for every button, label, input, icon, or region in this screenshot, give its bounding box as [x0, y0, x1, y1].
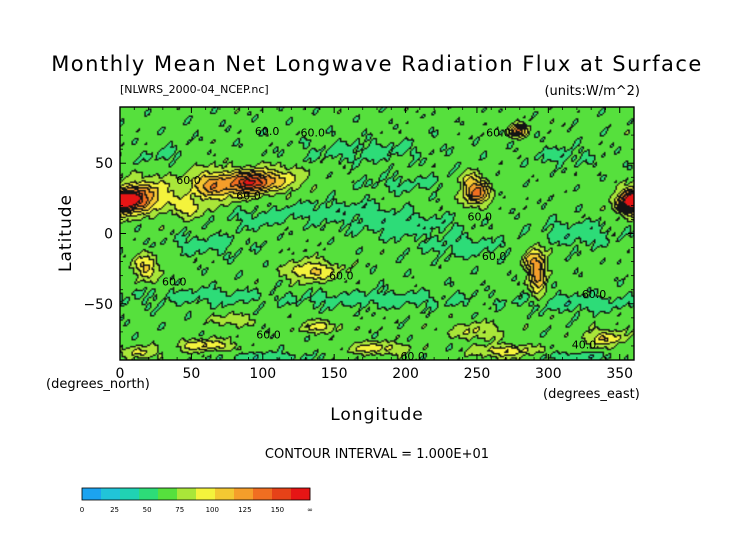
colorbar-segment	[158, 488, 178, 500]
colorbar-tick-label: 50	[143, 506, 152, 514]
units-label: (units:W/m^2)	[544, 84, 640, 99]
plot-area: 60.0 60.0 60.0 60.0 60.0 60.0 60.0 60.0 60.0 60.0…	[119, 106, 635, 363]
y-axis-label: Latitude	[56, 194, 76, 272]
contour-label: 60.0	[486, 126, 511, 139]
colorbar-tick-label: 0	[80, 506, 84, 514]
file-label: [NLWRS_2000-04_NCEP.nc]	[120, 83, 269, 96]
x-tick-label: 0	[116, 366, 125, 382]
y-unit-label: (degrees_north)	[46, 377, 150, 392]
x-tick-label: 200	[392, 366, 419, 382]
colorbar-segment	[253, 488, 273, 500]
contour-label: 60.0	[162, 275, 187, 288]
contour-label: 60.0	[582, 288, 607, 301]
colorbar-tick-label: 125	[238, 506, 251, 514]
x-tick-label: 250	[464, 366, 491, 382]
x-tick-label: 150	[321, 366, 348, 382]
y-tick-label: −50	[83, 297, 113, 313]
colorbar-segment	[101, 488, 121, 500]
x-tick-label: 350	[606, 366, 633, 382]
x-axis-label: Longitude	[330, 405, 424, 425]
colorbar-tick-label: 150	[271, 506, 284, 514]
colorbar-segment	[291, 488, 311, 500]
colorbar-segment	[177, 488, 197, 500]
x-unit-label: (degrees_east)	[543, 387, 640, 402]
colorbar-segment	[234, 488, 254, 500]
y-tick-label: 0	[104, 227, 113, 243]
colorbar-segment	[215, 488, 235, 500]
contour-label: 60.0	[176, 174, 201, 187]
contour-label: 60.0	[255, 125, 280, 138]
contour-label: 60.0	[400, 350, 425, 363]
y-axis-ticks: 50 0 −50	[83, 120, 634, 347]
chart-title: Monthly Mean Net Longwave Radiation Flux…	[51, 52, 703, 76]
colorbar-segment	[196, 488, 216, 500]
contour-label: 40.0	[572, 339, 597, 352]
contour-label: 60.0	[482, 250, 507, 263]
y-tick-label: 50	[95, 156, 113, 172]
contour-label: 60.0	[301, 126, 326, 139]
colorbar-tick-label: ∞	[307, 506, 313, 514]
colorbar-tick-label: 100	[206, 506, 219, 514]
colorbar-segment	[82, 488, 102, 500]
colorbar-tick-label: 75	[175, 506, 184, 514]
x-tick-label: 300	[535, 366, 562, 382]
contour-label: 60.0	[236, 190, 261, 203]
colorbar-segment	[139, 488, 159, 500]
x-tick-label: 50	[182, 366, 200, 382]
colorbar-frame	[81, 487, 311, 501]
x-tick-label: 100	[249, 366, 276, 382]
colorbar	[81, 487, 311, 501]
contour-label: 60.0	[329, 270, 354, 283]
colorbar-tick-label: 25	[110, 506, 119, 514]
contour-label: 60.0	[256, 329, 281, 342]
colorbar-segment	[120, 488, 140, 500]
colorbar-segment	[272, 488, 292, 500]
contour-labels: 60.0 60.0 60.0 60.0 60.0 60.0 60.0 60.0 60.0 60.0…	[162, 125, 606, 363]
colorbar-tick-labels: 0 25 50 75 100 125 150 ∞	[80, 506, 313, 514]
contour-label: 60.0	[468, 211, 493, 224]
contour-interval-label: CONTOUR INTERVAL = 1.000E+01	[265, 447, 489, 462]
flux-field-raster	[120, 107, 634, 360]
x-axis-ticks: 0 50 100 150 200 250 300 350	[116, 107, 633, 382]
